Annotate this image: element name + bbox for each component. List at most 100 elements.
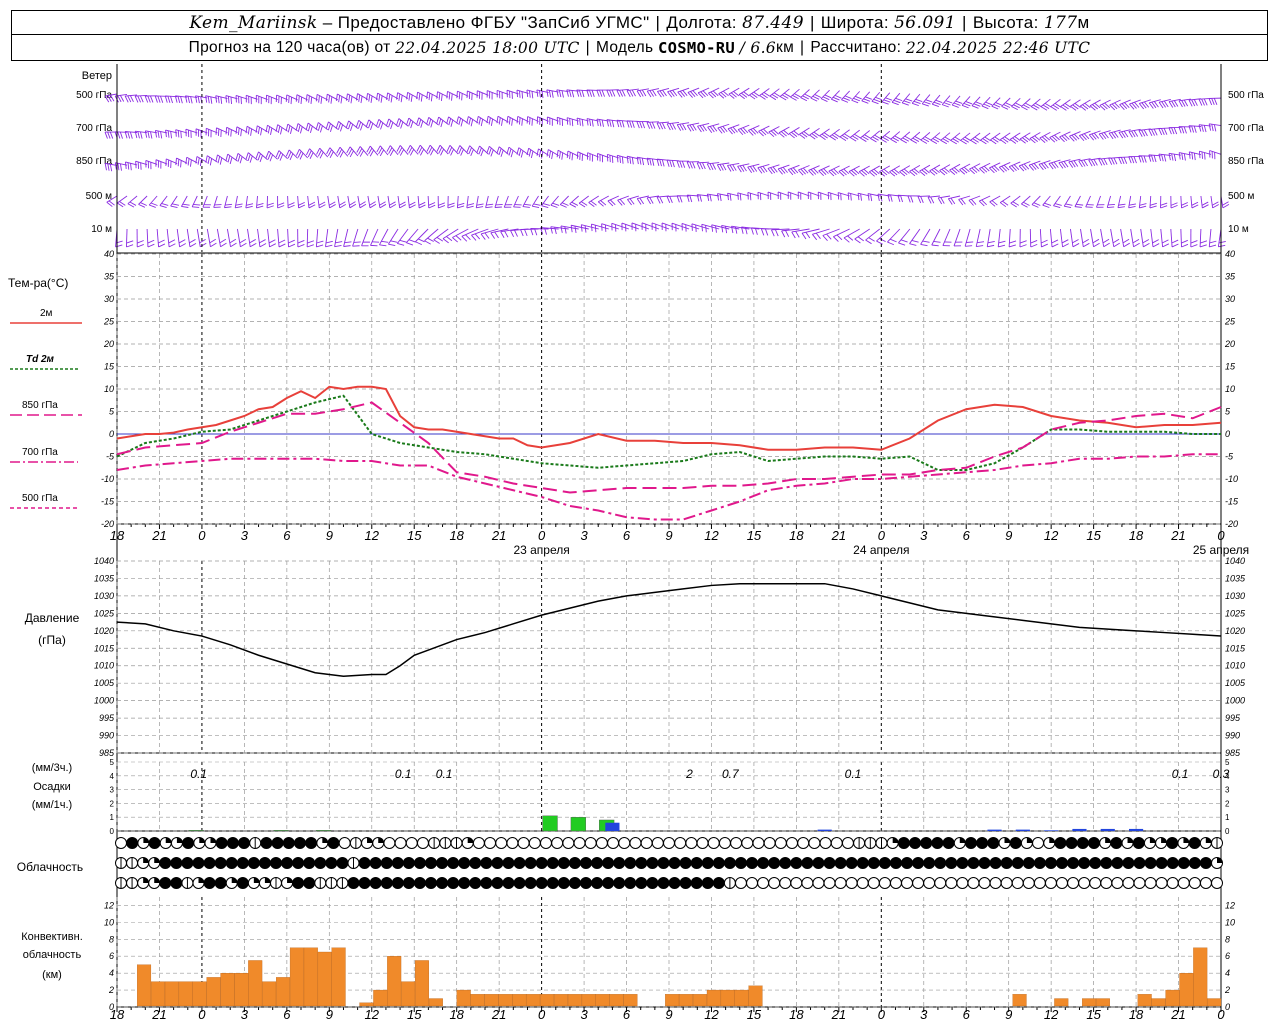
wind-barb-feather <box>287 204 295 209</box>
wind-barb-feather <box>127 162 130 170</box>
wind-barb-feather <box>646 158 650 166</box>
wind-barb-shaft <box>843 228 860 239</box>
wind-barb-shaft <box>327 93 339 101</box>
wind-barb-feather <box>993 165 1000 171</box>
conv-bar <box>540 994 555 1007</box>
wind-barb-feather <box>744 227 748 235</box>
wind-barb-feather <box>917 196 922 204</box>
conv-bar <box>734 989 749 1007</box>
wind-barb-feather <box>418 201 426 206</box>
wind-barb-shaft <box>768 126 780 133</box>
wind-barb-feather <box>1041 243 1048 248</box>
wind-barb-feather <box>883 99 891 103</box>
x-tick-label: 3 <box>580 1007 588 1022</box>
wind-barb-feather <box>639 157 642 165</box>
conv-bar <box>456 989 471 1007</box>
wind-barb-feather <box>107 131 111 139</box>
wind-barb-feather <box>646 122 651 129</box>
cloud-clear <box>808 837 821 849</box>
wind-barb-feather <box>406 117 410 125</box>
wind-barb-feather <box>584 225 587 233</box>
prec-tick-right: 4 <box>1225 772 1230 781</box>
wind-barb-feather <box>345 120 350 128</box>
cloud-symbol <box>1020 837 1033 849</box>
wind-barb-feather <box>237 154 241 162</box>
wind-barb-feather <box>305 122 309 130</box>
wind-barb-feather <box>1081 134 1087 141</box>
cloud-symbol <box>1111 877 1124 889</box>
wind-barb-feather <box>893 168 900 174</box>
wind-barb-shaft <box>718 87 730 95</box>
cloud-symbol <box>247 857 260 869</box>
wind-barb-feather <box>649 122 653 129</box>
wind-barb-feather <box>569 118 571 126</box>
cloud-symbol <box>779 857 792 869</box>
cloud-clear <box>1166 877 1179 889</box>
precip-unit-1h: (мм/1ч.) <box>32 799 72 811</box>
cloud-clear <box>551 837 564 849</box>
wind-barb-shaft <box>919 164 931 172</box>
wind-barb-feather <box>599 119 602 127</box>
x-tick-label: 9 <box>1005 528 1012 543</box>
wind-barb-feather <box>924 136 932 141</box>
wind-barb-shaft <box>494 195 499 208</box>
cloud-clear <box>912 877 925 889</box>
wind-barb-feather <box>781 230 786 238</box>
precip-bar-1h <box>1100 828 1115 831</box>
wind-barb-shaft <box>316 93 328 101</box>
wind-barb-feather <box>476 116 479 124</box>
wind-barb-shaft <box>779 88 790 97</box>
wind-barb-feather <box>348 148 353 156</box>
cloud-overcast <box>1011 857 1024 869</box>
wind-barb-feather <box>911 240 919 243</box>
wind-barb-feather <box>919 170 926 176</box>
cloud-overcast <box>480 857 493 869</box>
wind-barb-feather <box>1181 152 1184 161</box>
x-tick-label: 12 <box>704 1007 719 1022</box>
wind-barb-shaft <box>708 87 720 94</box>
wind-barb-feather <box>771 94 779 99</box>
wind-barb-shaft <box>1029 132 1041 139</box>
wind-barb-feather <box>963 102 971 107</box>
cloud-overcast <box>546 877 559 889</box>
wind-barb-feather <box>529 90 531 98</box>
subtitle-bar: Прогноз на 120 часа(ов) от 22.04.2025 18… <box>11 34 1268 61</box>
wind-barb-feather <box>446 91 448 99</box>
cloud-overcast <box>402 877 415 889</box>
wind-barb-feather <box>1188 125 1192 133</box>
wind-barb-feather <box>955 100 963 104</box>
wind-barb-feather <box>601 119 604 127</box>
wind-barb-feather <box>315 94 318 102</box>
cloud-symbol <box>402 877 415 889</box>
cloud-overcast <box>557 857 570 869</box>
wind-barb-feather <box>566 89 569 97</box>
cloud-symbol <box>1166 837 1179 849</box>
wind-barb-feather <box>760 129 767 136</box>
wind-barb-shaft <box>155 130 168 134</box>
wind-barb-feather <box>510 150 514 158</box>
cloud-symbol <box>513 857 526 869</box>
cloud-quarter <box>143 837 149 843</box>
wind-barb-shaft <box>347 195 351 208</box>
wind-barb-feather <box>1022 137 1029 143</box>
wind-barb-feather <box>1091 133 1097 140</box>
wind-barb-feather <box>902 102 909 106</box>
wind-barb-feather <box>409 149 415 156</box>
cloud-overcast <box>159 857 172 869</box>
cloud-clear <box>629 837 642 849</box>
wind-barb-feather <box>801 132 808 138</box>
cloud-symbol <box>763 837 776 849</box>
cloud-symbol <box>557 877 570 889</box>
precip-bar-1h <box>817 829 832 831</box>
wind-barb-feather <box>1111 132 1116 139</box>
wind-barb-shaft <box>909 165 921 172</box>
cloud-symbol <box>1067 877 1080 889</box>
wind-barb-feather <box>651 158 655 166</box>
cloud-overcast <box>701 857 714 869</box>
wind-barb-feather <box>329 125 333 132</box>
wind-barb-feather <box>722 90 729 97</box>
wind-barb-feather <box>224 206 232 209</box>
wind-barb-feather <box>1132 238 1140 244</box>
wind-barb-feather <box>626 90 631 98</box>
wind-barb-feather <box>438 204 446 209</box>
